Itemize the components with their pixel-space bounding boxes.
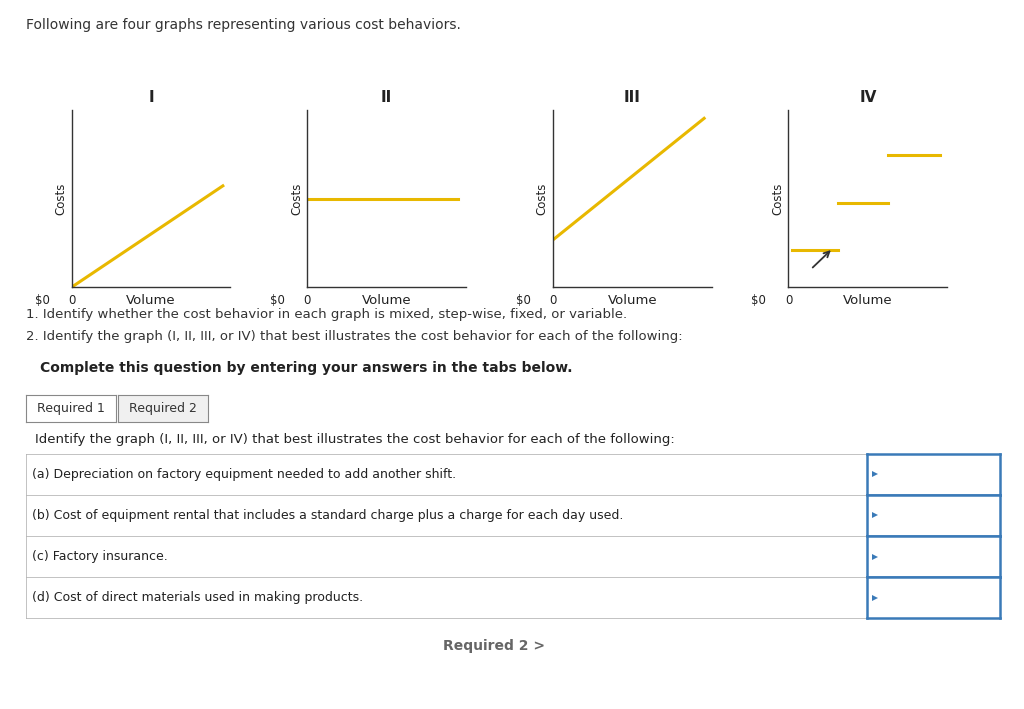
Y-axis label: Costs: Costs xyxy=(290,182,303,215)
Text: < Required 1: < Required 1 xyxy=(295,639,396,653)
Title: III: III xyxy=(624,89,641,104)
Text: (b) Cost of equipment rental that includes a standard charge plus a charge for e: (b) Cost of equipment rental that includ… xyxy=(33,509,624,522)
Text: Required 1: Required 1 xyxy=(37,402,104,415)
Text: 1. Identify whether the cost behavior in each graph is mixed, step-wise, fixed, : 1. Identify whether the cost behavior in… xyxy=(26,308,627,321)
Text: Following are four graphs representing various cost behaviors.: Following are four graphs representing v… xyxy=(26,18,461,32)
Text: $0: $0 xyxy=(516,294,530,307)
Text: 0: 0 xyxy=(784,294,793,307)
Text: $0: $0 xyxy=(35,294,49,307)
X-axis label: Volume: Volume xyxy=(607,294,657,307)
Text: 0: 0 xyxy=(68,294,76,307)
Text: 0: 0 xyxy=(303,294,311,307)
Text: (c) Factory insurance.: (c) Factory insurance. xyxy=(33,550,168,563)
X-axis label: Volume: Volume xyxy=(843,294,893,307)
Text: Required 2: Required 2 xyxy=(129,402,197,415)
Text: (d) Cost of direct materials used in making products.: (d) Cost of direct materials used in mak… xyxy=(33,591,364,604)
Text: Required 2 >: Required 2 > xyxy=(443,639,545,653)
X-axis label: Volume: Volume xyxy=(126,294,176,307)
Title: I: I xyxy=(148,89,154,104)
Text: Identify the graph (I, II, III, or IV) that best illustrates the cost behavior f: Identify the graph (I, II, III, or IV) t… xyxy=(36,433,675,446)
Y-axis label: Costs: Costs xyxy=(536,182,549,215)
Text: $0: $0 xyxy=(752,294,766,307)
X-axis label: Volume: Volume xyxy=(361,294,412,307)
Text: (a) Depreciation on factory equipment needed to add another shift.: (a) Depreciation on factory equipment ne… xyxy=(33,468,457,481)
Text: 2. Identify the graph (I, II, III, or IV) that best illustrates the cost behavio: 2. Identify the graph (I, II, III, or IV… xyxy=(26,330,682,342)
Text: Complete this question by entering your answers in the tabs below.: Complete this question by entering your … xyxy=(40,361,572,375)
Title: IV: IV xyxy=(859,89,877,104)
Text: 0: 0 xyxy=(549,294,557,307)
Text: $0: $0 xyxy=(270,294,285,307)
Title: II: II xyxy=(381,89,392,104)
Y-axis label: Costs: Costs xyxy=(54,182,68,215)
Y-axis label: Costs: Costs xyxy=(771,182,784,215)
